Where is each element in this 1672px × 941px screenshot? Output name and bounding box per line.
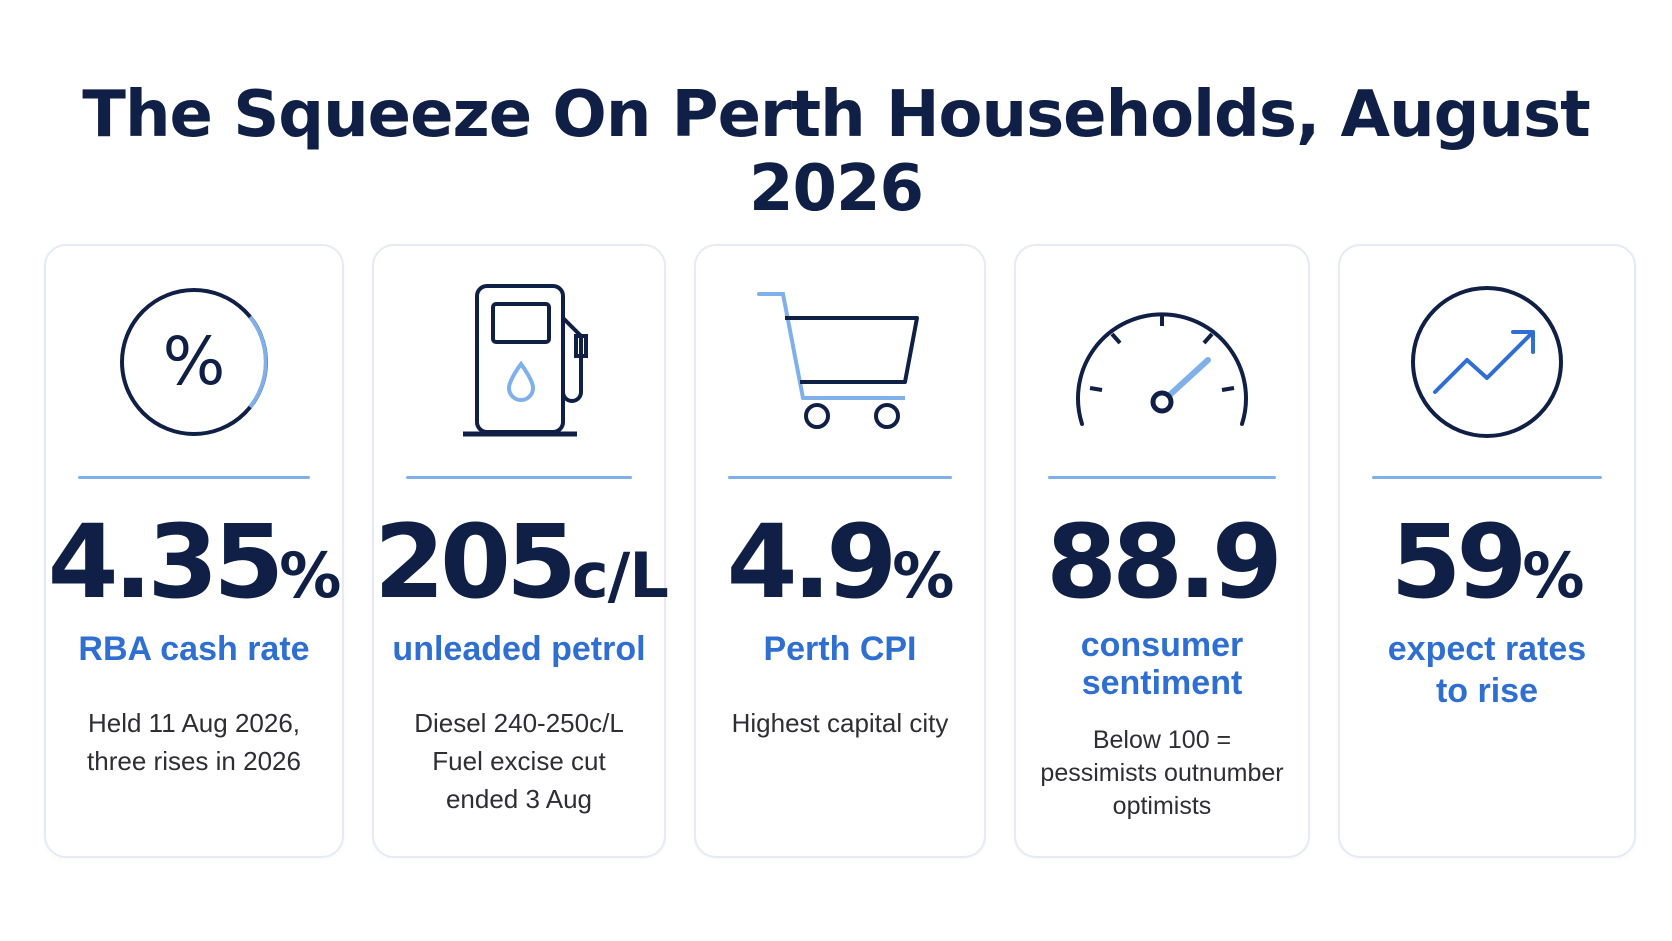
stat-card-petrol: 205c/L unleaded petrol Diesel 240-250c/L… (372, 244, 669, 858)
divider (1372, 476, 1602, 479)
divider (406, 476, 632, 479)
stat-label: Perth CPI (763, 630, 917, 668)
shopping-cart-icon (757, 292, 919, 429)
stat-label: unleaded petrol (392, 630, 646, 668)
divider (1048, 476, 1276, 479)
stat-note: Held 11 Aug 2026, three rises in 2026 (87, 708, 301, 776)
percent-circle-icon: % (120, 288, 268, 436)
stat-label: RBA cash rate (78, 630, 310, 668)
stat-card-cash-rate: % 4.35% RBA cash rate Held 11 Aug 2026, … (44, 244, 344, 858)
stat-unit: % (279, 539, 341, 612)
stat-unit: % (892, 539, 954, 612)
speedometer-gauge-icon (1076, 312, 1248, 426)
stat-value: 4.9% (726, 503, 955, 622)
fuel-pump-icon (463, 284, 588, 437)
stat-note: Highest capital city (731, 708, 949, 738)
page-title: The Squeeze On Perth Households, August … (82, 78, 1590, 226)
stat-card-rate-expectations: 59% expect rates to rise (1338, 244, 1636, 858)
stat-card-cpi: 4.9% Perth CPI Highest capital city (694, 244, 986, 858)
stat-value: 4.35% (47, 503, 342, 622)
stat-note: Below 100 = pessimists outnumber optimis… (1040, 726, 1284, 820)
stat-label: consumer sentiment (1080, 626, 1244, 702)
stat-value: 205c/L (374, 503, 669, 622)
divider (728, 476, 952, 479)
stat-note: Diesel 240-250c/L Fuel excise cut ended … (414, 708, 624, 814)
svg-text:%: % (163, 323, 226, 400)
stat-value: 88.9 (1046, 503, 1283, 622)
stat-unit: c/L (571, 539, 669, 612)
stat-card-sentiment: 88.9 consumer sentiment Below 100 = pess… (1014, 244, 1310, 858)
trend-up-circle-icon (1411, 286, 1563, 438)
stat-label: expect rates to rise (1387, 630, 1587, 710)
stat-value: 59% (1390, 503, 1584, 622)
stat-unit: % (1522, 539, 1584, 612)
divider (78, 476, 310, 479)
